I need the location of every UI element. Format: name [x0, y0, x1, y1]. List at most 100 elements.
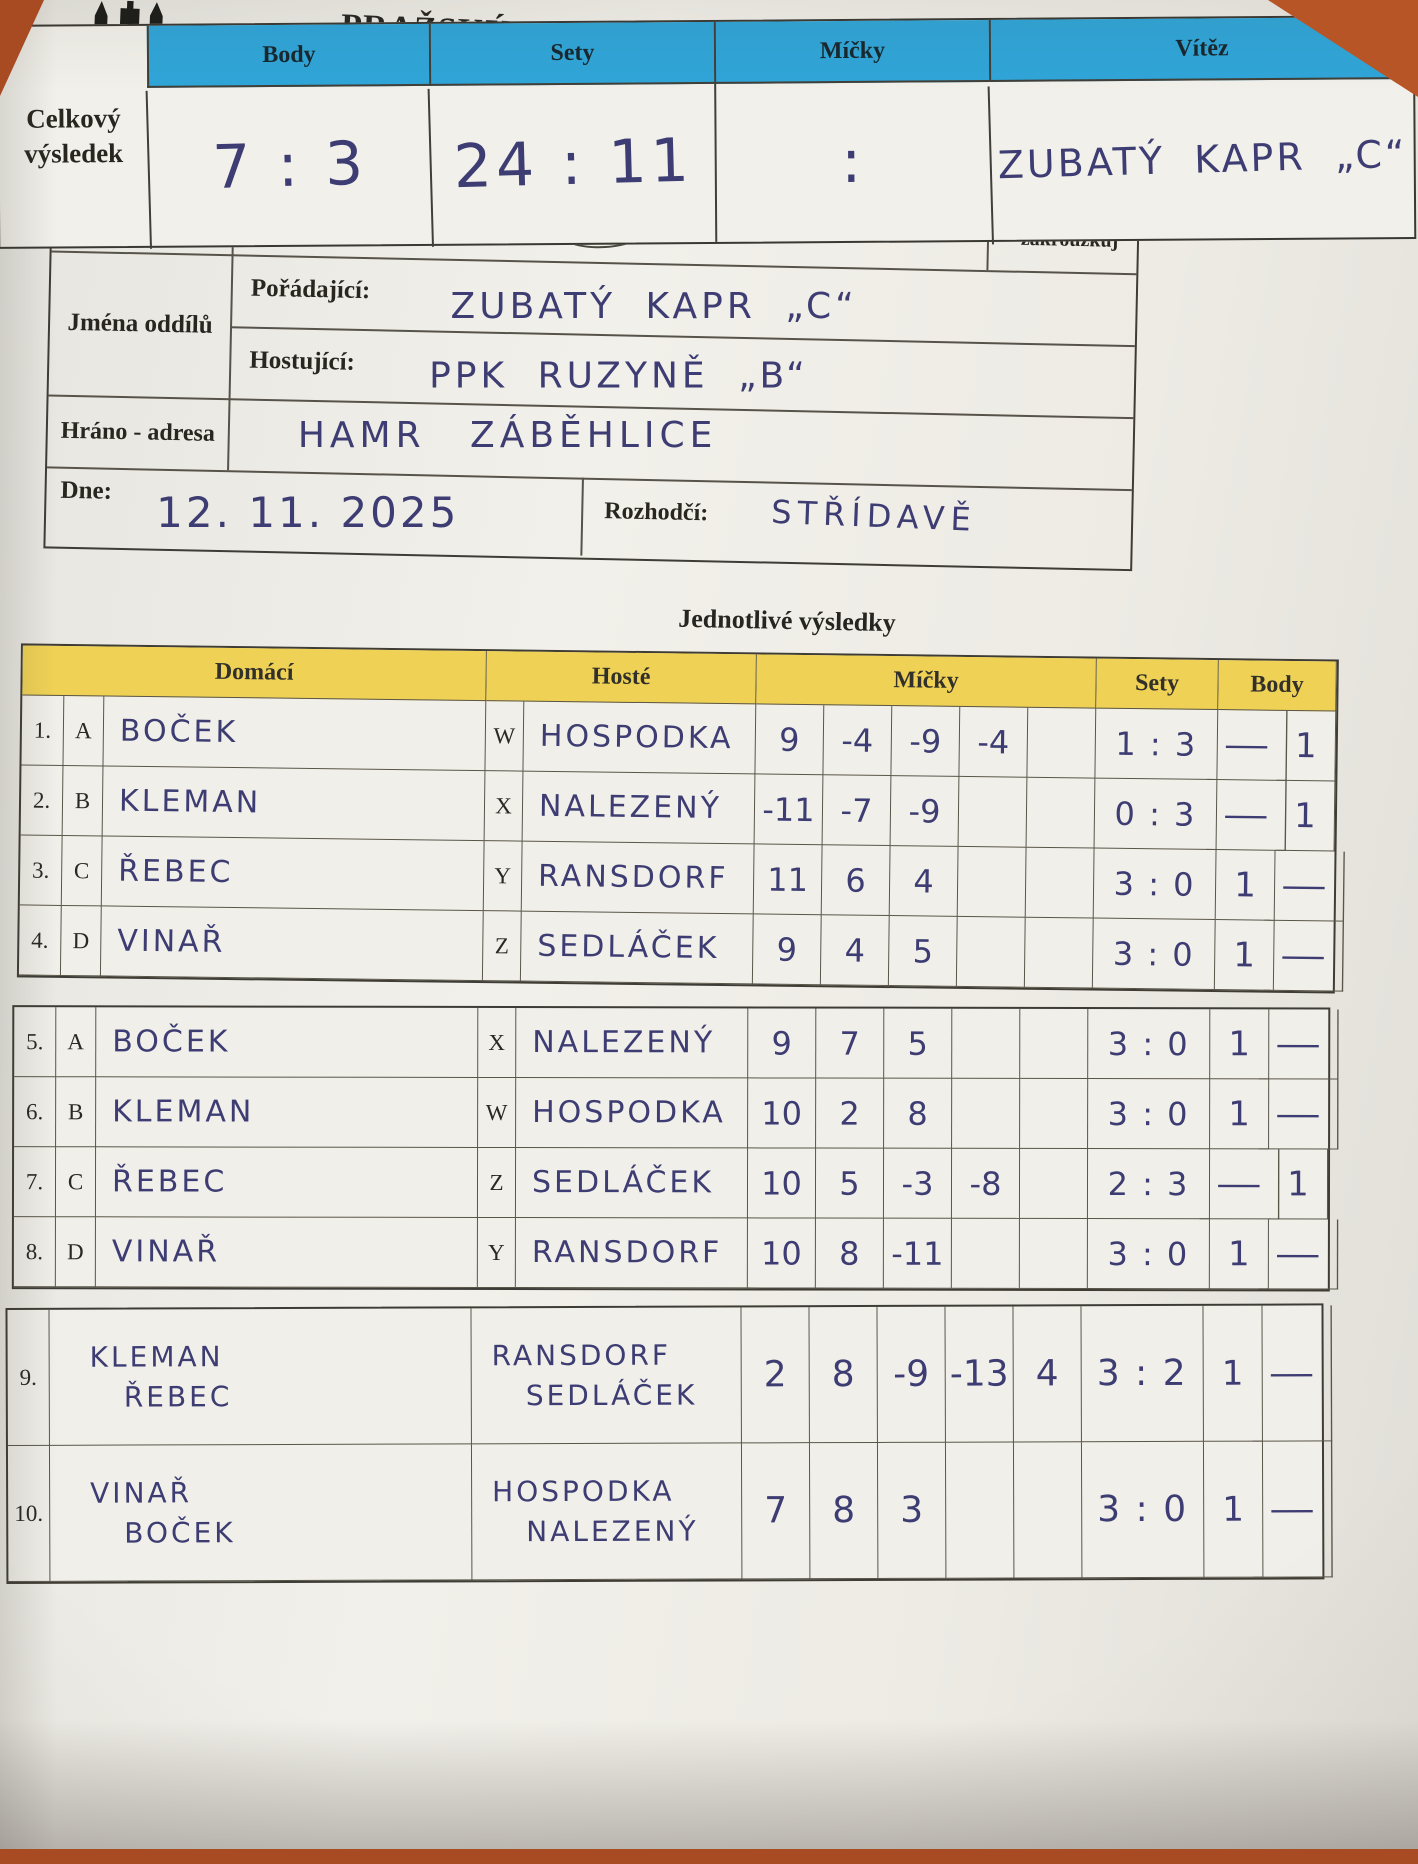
sets-score: 3 : 0	[1087, 1219, 1210, 1290]
home-pair-player-2: ŘEBEC	[123, 1379, 233, 1414]
header-hoste: Hosté	[486, 651, 757, 705]
balls-cell	[957, 846, 1027, 918]
balls-cell: -7	[822, 775, 892, 847]
balls-cell	[952, 1008, 1021, 1079]
row-number: 5.	[14, 1007, 57, 1078]
balls-cell: -13	[945, 1306, 1014, 1443]
header-sety: Sety	[1096, 658, 1219, 711]
total-label-line2: výsledek	[24, 138, 124, 169]
sets-score: 3 : 0	[1092, 918, 1216, 991]
sets-score: 1 : 3	[1095, 708, 1219, 781]
guest-player: SEDLÁČEK	[515, 1148, 749, 1219]
guest-pair-player-1: RANSDORF	[491, 1338, 672, 1372]
home-pair: VINAŘ BOČEK	[49, 1444, 473, 1582]
row-number: 9.	[7, 1309, 50, 1446]
points-guest: —	[1258, 1079, 1339, 1150]
balls-cell: 7	[816, 1008, 885, 1079]
balls-cell: 6	[821, 845, 891, 917]
balls-cell: 3	[877, 1442, 947, 1579]
guest-team-name: PPK RUZYNĚ „B“	[429, 355, 809, 397]
guest-letter: X	[478, 1007, 517, 1079]
balls-cell	[945, 1442, 1015, 1579]
home-team-name: ZUBATÝ KAPR „C“	[450, 286, 858, 328]
home-letter: A	[63, 695, 105, 767]
sets-score: 0 : 3	[1094, 778, 1218, 851]
row-number: 8.	[13, 1217, 56, 1288]
guest-player: NALEZENÝ	[516, 1008, 749, 1079]
balls-cell	[1027, 707, 1097, 779]
total-balls: :	[714, 81, 991, 242]
balls-cell: -9	[890, 776, 960, 847]
home-letter: B	[62, 765, 104, 837]
sets-score: 3 : 0	[1093, 848, 1217, 921]
total-sets: 24 : 11	[427, 80, 717, 247]
balls-cell	[1020, 1008, 1089, 1080]
winner-name: ZUBATÝ KAPR „C“	[987, 74, 1416, 245]
balls-cell: 8	[884, 1078, 953, 1149]
guest-player: RANSDORF	[515, 1218, 748, 1289]
balls-cell	[951, 1218, 1020, 1289]
divider	[230, 326, 1135, 348]
points-guest: —	[1252, 1441, 1333, 1578]
balls-cell: 11	[753, 844, 823, 916]
home-player: BOČEK	[96, 1007, 479, 1078]
total-result-table: Celkový výsledek Body Sety Míčky Vítěz 7…	[0, 15, 1417, 249]
row-number: 4.	[18, 905, 62, 976]
balls-cell: 7	[741, 1443, 811, 1580]
points-home: —	[1207, 709, 1288, 781]
balls-cell: 4	[889, 846, 959, 917]
home-pair-player-1: KLEMAN	[89, 1339, 224, 1374]
balls-cell: 9	[755, 704, 825, 776]
balls-cell: 5	[888, 916, 958, 987]
poradajici-label: Pořádající:	[250, 274, 371, 305]
doubles-table: 9. KLEMAN ŘEBEC RANSDORF SEDLÁČEK 2 8 -9…	[5, 1303, 1333, 1584]
balls-cell: -11	[883, 1218, 952, 1289]
sets-score: 3 : 0	[1081, 1441, 1205, 1579]
row-number: 7.	[13, 1147, 57, 1218]
singles-table-2: 5. A BOČEK X NALEZENÝ 9 7 5 3 : 0 1 — 6.…	[11, 1005, 1339, 1292]
home-letter: D	[55, 1217, 96, 1288]
guest-letter: Y	[483, 841, 523, 912]
guest-player: RANSDORF	[521, 841, 755, 915]
guest-player: HOSPODKA	[516, 1078, 749, 1149]
home-player: VINAŘ	[95, 1217, 478, 1288]
guest-pair-player-2: SEDLÁČEK	[525, 1378, 698, 1412]
sets-score: 3 : 0	[1088, 1079, 1211, 1150]
guest-letter: Z	[477, 1147, 517, 1219]
balls-cell	[1019, 1218, 1088, 1290]
row-number: 10.	[7, 1445, 51, 1582]
guest-player: SEDLÁČEK	[520, 911, 754, 985]
home-letter: D	[60, 905, 102, 977]
match-date: 12. 11. 2025	[156, 487, 460, 537]
balls-cell: 9	[752, 914, 822, 986]
home-letter: C	[61, 835, 103, 907]
balls-cell: -9	[877, 1306, 946, 1443]
row-number: 3.	[19, 835, 63, 906]
header-domaci: Domácí	[22, 645, 487, 702]
balls-cell	[1020, 1078, 1089, 1150]
total-result-label: Celkový výsledek	[0, 26, 148, 247]
row-number: 1.	[21, 695, 65, 766]
balls-cell: 2	[741, 1307, 810, 1444]
balls-cell: -3	[883, 1148, 953, 1219]
guest-letter: Z	[482, 911, 522, 982]
balls-cell	[1026, 777, 1096, 849]
balls-cell: 9	[748, 1008, 817, 1079]
summary-header-body: Body	[146, 23, 430, 88]
home-letter: A	[56, 1007, 97, 1078]
points-guest: —	[1263, 920, 1344, 992]
guest-player: HOSPODKA	[523, 701, 757, 775]
home-letter: C	[55, 1147, 97, 1218]
balls-cell: 2	[816, 1078, 885, 1149]
balls-cell: 5	[815, 1148, 885, 1219]
points-guest: —	[1258, 1009, 1339, 1080]
hrano-adresa-label: Hráno - adresa	[60, 417, 216, 447]
home-pair: KLEMAN ŘEBEC	[49, 1308, 472, 1446]
balls-cell	[958, 776, 1028, 848]
guest-player: NALEZENÝ	[522, 771, 756, 845]
jmena-oddilu-label: Jména oddílů	[67, 308, 213, 339]
sets-score: 3 : 2	[1081, 1305, 1204, 1443]
balls-cell: 10	[747, 1218, 816, 1289]
home-letter: B	[56, 1077, 97, 1148]
